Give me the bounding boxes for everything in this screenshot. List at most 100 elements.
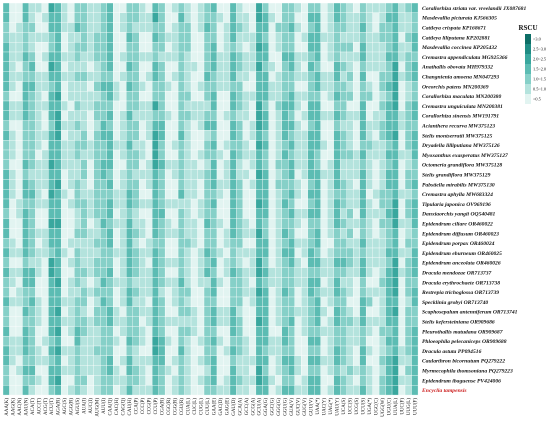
heatmap-cell	[54, 336, 62, 347]
heatmap-cell	[48, 375, 56, 386]
heatmap-cell	[74, 345, 82, 357]
column-label: CCA(P)	[135, 398, 140, 415]
heatmap-cell	[340, 159, 347, 170]
heatmap-cell	[184, 296, 192, 308]
heatmap-cell	[35, 345, 43, 357]
heatmap-cell	[281, 267, 289, 278]
heatmap-cell	[197, 110, 205, 121]
heatmap-cell	[249, 159, 257, 170]
heatmap-cell	[398, 326, 406, 337]
heatmap-cell	[294, 2, 302, 14]
heatmap-cell	[80, 81, 88, 92]
heatmap-cell	[145, 22, 153, 33]
heatmap-cell	[352, 247, 360, 259]
heatmap-cell	[288, 287, 296, 298]
heatmap-cell	[255, 228, 263, 239]
heatmap-cell	[301, 120, 308, 131]
heatmap-cell	[48, 228, 56, 239]
heatmap-cell	[223, 130, 231, 141]
heatmap-cell	[158, 149, 166, 161]
heatmap-cell	[404, 277, 412, 288]
heatmap-cell	[327, 198, 334, 210]
heatmap-cell	[372, 238, 380, 249]
heatmap-cell	[15, 296, 23, 308]
heatmap-cell	[236, 140, 244, 151]
heatmap-cell	[249, 228, 257, 239]
heatmap-cell	[132, 100, 140, 112]
heatmap-cell	[158, 12, 166, 23]
heatmap-cell	[242, 51, 250, 63]
heatmap-cell	[113, 345, 120, 357]
heatmap-cell	[398, 247, 406, 259]
heatmap-cell	[314, 257, 321, 268]
heatmap-cell	[80, 355, 88, 366]
heatmap-cell	[249, 110, 257, 121]
heatmap-cell	[359, 218, 367, 229]
heatmap-cell	[372, 42, 380, 53]
heatmap-cell	[307, 198, 315, 210]
heatmap-cell	[2, 355, 10, 366]
heatmap-cell	[281, 130, 289, 141]
heatmap-cell	[275, 296, 283, 308]
heatmap-cell	[210, 326, 218, 337]
heatmap-cell	[307, 91, 315, 102]
heatmap-cell	[229, 149, 237, 161]
heatmap-cell	[275, 267, 283, 278]
heatmap-cell	[177, 120, 185, 131]
heatmap-cell	[106, 287, 114, 298]
column-label: CAA(Q)	[109, 398, 114, 416]
heatmap-cell	[301, 42, 308, 53]
heatmap-cell	[216, 198, 224, 210]
heatmap-cell	[106, 51, 114, 63]
heatmap-cell	[275, 12, 283, 23]
heatmap-cell	[352, 130, 360, 141]
heatmap-cell	[100, 375, 107, 386]
heatmap-cell	[61, 365, 69, 376]
heatmap-cell	[126, 296, 133, 308]
heatmap-cell	[372, 345, 380, 357]
heatmap-cell	[372, 120, 380, 131]
heatmap-cell	[391, 316, 399, 327]
row-label: Pabstiella mirabilis MW375130	[422, 182, 495, 188]
heatmap-cell	[236, 296, 244, 308]
heatmap-cell	[320, 345, 328, 357]
heatmap-cell	[262, 208, 270, 219]
heatmap-cell	[378, 316, 386, 327]
heatmap-cell	[294, 120, 302, 131]
heatmap-cell	[288, 345, 296, 357]
column-label: UGU(C)	[387, 398, 392, 416]
heatmap-cell	[268, 316, 276, 327]
heatmap-cell	[346, 61, 354, 72]
heatmap-cell	[320, 316, 328, 327]
heatmap-cell	[132, 2, 140, 14]
heatmap-cell	[255, 51, 263, 63]
heatmap-cell	[87, 355, 95, 366]
heatmap-cell	[190, 91, 198, 102]
heatmap-cell	[275, 218, 283, 229]
heatmap-cell	[404, 375, 412, 386]
heatmap-cell	[126, 100, 133, 112]
heatmap-cell	[391, 257, 399, 268]
heatmap-cell	[372, 100, 380, 112]
heatmap-cell	[346, 257, 354, 268]
heatmap-cell	[41, 267, 49, 278]
heatmap-cell	[48, 345, 56, 357]
heatmap-cell	[126, 208, 133, 219]
heatmap-cell	[327, 296, 334, 308]
heatmap-cell	[87, 375, 95, 386]
heatmap-cell	[391, 110, 399, 121]
heatmap-cell	[113, 2, 120, 14]
heatmap-cell	[171, 345, 179, 357]
heatmap-cell	[197, 287, 205, 298]
heatmap-cell	[391, 365, 399, 376]
heatmap-cell	[28, 228, 36, 239]
heatmap-cell	[145, 81, 153, 92]
column-label: GUA(V)	[290, 398, 295, 416]
heatmap-cell	[216, 355, 224, 366]
heatmap-cell	[184, 375, 192, 386]
heatmap-cell	[340, 2, 347, 14]
heatmap-cell	[216, 100, 224, 112]
heatmap-cell	[190, 81, 198, 92]
heatmap-cell	[80, 140, 88, 151]
heatmap-cell	[61, 51, 69, 63]
